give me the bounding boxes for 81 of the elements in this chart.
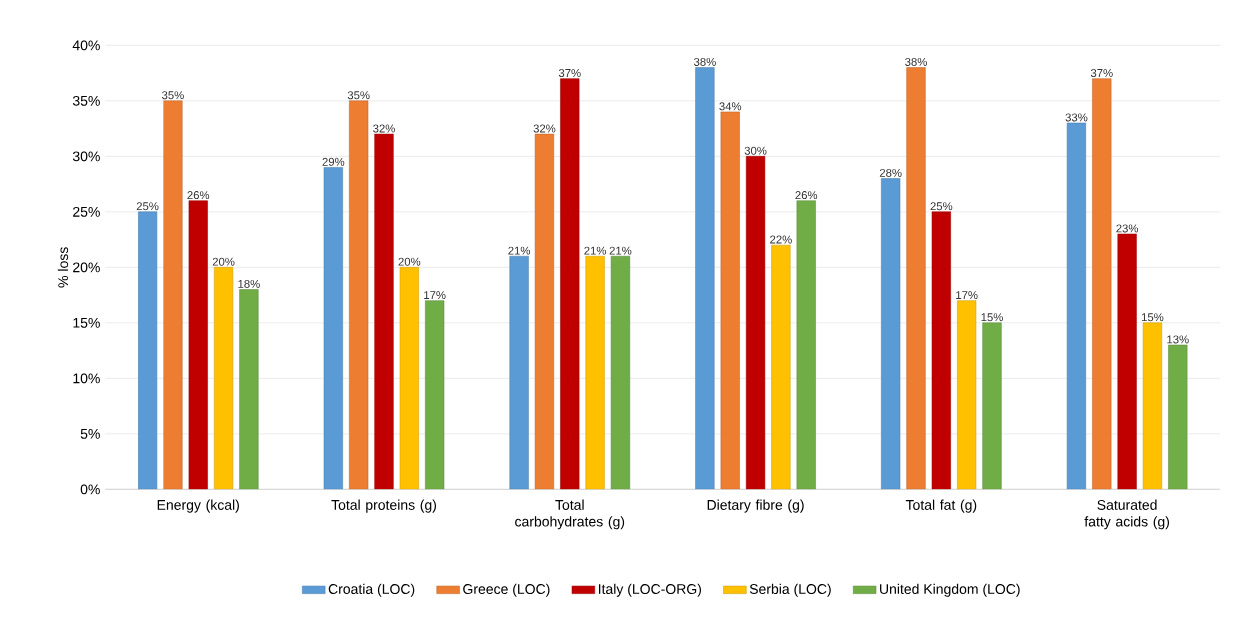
data-label: 38% bbox=[905, 58, 927, 67]
bar bbox=[931, 211, 951, 490]
x-tick-label: Total proteins (g) bbox=[331, 499, 437, 513]
data-label: 15% bbox=[981, 313, 1003, 322]
y-tick-label: 40% bbox=[72, 40, 100, 51]
data-label: 21% bbox=[584, 246, 607, 255]
bar bbox=[399, 267, 419, 490]
data-label: 37% bbox=[558, 69, 581, 78]
bar bbox=[1168, 344, 1188, 490]
data-label: 22% bbox=[770, 235, 792, 244]
bar bbox=[239, 289, 259, 490]
data-label: 38% bbox=[693, 58, 716, 67]
data-label: 32% bbox=[533, 124, 556, 133]
y-tick-label: 0% bbox=[80, 484, 100, 495]
y-tick-label: 35% bbox=[72, 96, 100, 106]
y-tick-label: 10% bbox=[73, 373, 100, 384]
bar bbox=[745, 156, 766, 490]
bar bbox=[695, 67, 715, 490]
data-label: 33% bbox=[1065, 113, 1088, 122]
bar bbox=[425, 300, 445, 490]
y-tick-label: 15% bbox=[73, 318, 100, 328]
x-tick-label: Total carbohydrates (g) bbox=[515, 499, 625, 530]
legend-label: Croatia (LOC) bbox=[328, 583, 415, 597]
bar bbox=[982, 322, 1002, 490]
legend-label: Italy (LOC-ORG) bbox=[598, 583, 702, 597]
x-tick-label: Total fat (g) bbox=[905, 499, 977, 513]
legend-label: United Kingdom (LOC) bbox=[880, 583, 1020, 597]
bar bbox=[957, 300, 977, 490]
data-label: 25% bbox=[136, 202, 159, 211]
bar bbox=[349, 100, 369, 490]
bar bbox=[137, 211, 158, 490]
data-label: 35% bbox=[347, 91, 370, 100]
bar bbox=[585, 256, 605, 490]
x-tick-label: Dietary fibre (g) bbox=[707, 499, 804, 513]
bar bbox=[188, 200, 208, 490]
legend-label: Serbia (LOC) bbox=[749, 583, 831, 597]
data-label: 20% bbox=[212, 257, 235, 266]
bar bbox=[881, 178, 901, 490]
data-label: 26% bbox=[187, 191, 210, 200]
bar bbox=[323, 167, 343, 490]
y-tick-label: 20% bbox=[73, 262, 100, 273]
data-label: 17% bbox=[424, 291, 446, 300]
data-label: 25% bbox=[930, 202, 953, 211]
bar bbox=[906, 67, 926, 490]
bar bbox=[509, 256, 529, 490]
bar bbox=[771, 245, 791, 490]
bar bbox=[796, 200, 816, 490]
data-label: 21% bbox=[508, 246, 531, 255]
data-label: 26% bbox=[795, 191, 818, 200]
y-axis-title: % loss bbox=[57, 247, 69, 288]
bar bbox=[163, 100, 183, 490]
bar bbox=[1117, 233, 1137, 490]
bar bbox=[534, 134, 555, 490]
bar bbox=[213, 267, 234, 490]
data-label: 28% bbox=[879, 169, 902, 178]
bar bbox=[1142, 322, 1163, 490]
data-label: 35% bbox=[161, 91, 184, 100]
data-label: 15% bbox=[1141, 313, 1164, 322]
data-label: 13% bbox=[1167, 335, 1189, 344]
y-tick-label: 5% bbox=[80, 429, 100, 439]
bar bbox=[1066, 122, 1087, 490]
data-label: 18% bbox=[238, 280, 260, 289]
x-tick-label: Energy (kcal) bbox=[157, 499, 239, 513]
data-label: 17% bbox=[956, 291, 978, 300]
data-label: 34% bbox=[719, 102, 742, 111]
data-label: 32% bbox=[373, 124, 395, 133]
data-label: 37% bbox=[1090, 69, 1113, 78]
data-label: 21% bbox=[609, 246, 632, 255]
data-label: 23% bbox=[1116, 224, 1139, 233]
legend-label: Greece (LOC) bbox=[463, 583, 550, 597]
data-label: 30% bbox=[744, 146, 767, 155]
y-tick-label: 30% bbox=[72, 151, 100, 162]
bar bbox=[610, 256, 631, 490]
y-tick-label: 25% bbox=[73, 207, 100, 217]
x-tick-label: Saturated fatty acids (g) bbox=[1084, 499, 1170, 530]
bar bbox=[1092, 78, 1112, 490]
bar bbox=[720, 111, 740, 490]
data-label: 29% bbox=[322, 157, 345, 166]
bar bbox=[560, 78, 580, 490]
bar bbox=[374, 134, 394, 490]
data-label: 20% bbox=[398, 257, 421, 266]
